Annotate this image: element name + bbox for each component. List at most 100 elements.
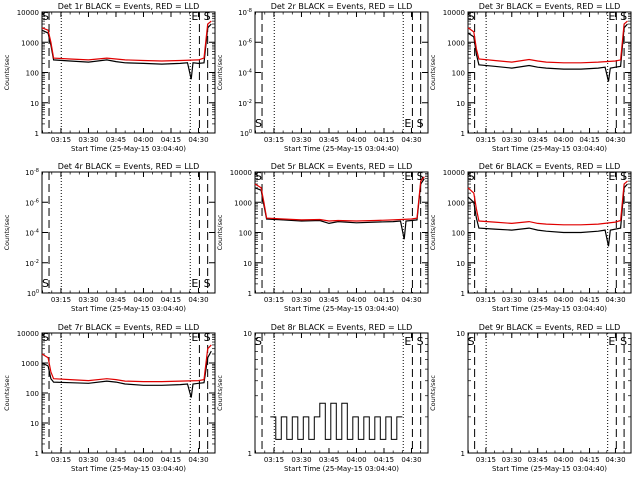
y-axis-label: Counts/sec <box>3 375 11 411</box>
y-tick-label: 1 <box>461 290 465 298</box>
x-tick-label: 04:30 <box>401 456 421 464</box>
x-tick-label: 04:30 <box>401 136 421 144</box>
x-axis-label: Start Time (25-May-15 03:04:40) <box>284 145 399 153</box>
marker-label-s: S <box>468 10 475 23</box>
x-axis-label: Start Time (25-May-15 03:04:40) <box>284 465 399 473</box>
plot-frame <box>254 11 429 134</box>
x-tick-label: 04:30 <box>188 136 208 144</box>
x-tick-label: 03:15 <box>264 136 284 144</box>
y-tick-label: 10 <box>30 420 39 428</box>
chart-title: Det 1r BLACK = Events, RED = LLD <box>58 2 200 11</box>
y-tick-label: 10-8 <box>238 8 252 17</box>
chart-title: Det 8r BLACK = Events, RED = LLD <box>271 323 413 332</box>
x-tick-label: 03:45 <box>528 136 548 144</box>
x-tick-label: 03:15 <box>51 136 71 144</box>
x-axis-label: Start Time (25-May-15 03:04:40) <box>71 465 186 473</box>
marker-label-s-end: S <box>417 335 424 348</box>
y-tick-label: 10-6 <box>25 198 39 207</box>
marker-label-e: E <box>404 117 411 130</box>
y-tick-label: 100 <box>26 70 39 78</box>
x-tick-label: 03:45 <box>106 456 126 464</box>
lld-series-line <box>41 20 212 62</box>
x-tick-label: 04:00 <box>554 456 574 464</box>
plot-frame <box>41 171 216 294</box>
y-axis-label: Counts/sec <box>216 375 224 411</box>
chart-title: Det 3r BLACK = Events, RED = LLD <box>479 2 621 11</box>
x-tick-label: 03:15 <box>476 136 496 144</box>
lld-series-line <box>254 176 425 222</box>
y-tick-label: 100 <box>26 390 39 398</box>
marker-label-s: S <box>42 10 49 23</box>
x-tick-label: 04:15 <box>161 296 181 304</box>
x-tick-label: 04:15 <box>579 296 599 304</box>
chart-title: Det 5r BLACK = Events, RED = LLD <box>271 162 413 171</box>
x-tick-label: 03:15 <box>264 456 284 464</box>
x-tick-label: 03:45 <box>319 296 339 304</box>
y-axis-label: Counts/sec <box>3 54 11 90</box>
y-tick-label: 10 <box>456 330 465 338</box>
marker-label-s-end: S <box>417 117 424 130</box>
y-tick-label: 1000 <box>234 199 252 207</box>
y-tick-label: 10 <box>243 330 252 338</box>
x-tick-label: 04:15 <box>374 136 394 144</box>
x-tick-label: 03:30 <box>502 136 522 144</box>
y-tick-label: 10 <box>243 260 252 268</box>
lld-series-line <box>467 180 628 226</box>
y-tick-label: 10 <box>456 260 465 268</box>
chart-title: Det 9r BLACK = Events, RED = LLD <box>479 323 621 332</box>
x-tick-label: 03:45 <box>528 296 548 304</box>
marker-label-s-end: S <box>204 277 211 290</box>
marker-label-s-end: S <box>204 331 211 344</box>
y-tick-label: 1 <box>35 130 39 138</box>
y-tick-label: 1 <box>461 450 465 458</box>
x-tick-label: 04:15 <box>161 456 181 464</box>
y-tick-label: 10-4 <box>25 229 39 238</box>
y-tick-label: 10000 <box>230 169 252 177</box>
y-axis-label: Counts/sec <box>216 214 224 250</box>
x-tick-label: 04:30 <box>188 456 208 464</box>
y-tick-label: 10000 <box>17 330 39 338</box>
chart-title: Det 7r BLACK = Events, RED = LLD <box>58 323 200 332</box>
x-tick-label: 03:15 <box>51 296 71 304</box>
marker-label-s-end: S <box>620 335 627 348</box>
x-tick-label: 04:30 <box>605 136 625 144</box>
x-axis-label: Start Time (25-May-15 03:04:40) <box>71 305 186 313</box>
events-series-line <box>254 178 425 240</box>
y-tick-label: 1 <box>248 290 252 298</box>
x-tick-label: 04:00 <box>554 136 574 144</box>
chart-title: Det 2r BLACK = Events, RED = LLD <box>271 2 413 11</box>
x-tick-label: 03:30 <box>291 136 311 144</box>
y-tick-label: 100 <box>452 70 465 78</box>
chart-panel-3: Det 3r BLACK = Events, RED = LLD Counts/s… <box>429 2 632 153</box>
x-tick-label: 03:45 <box>106 136 126 144</box>
x-tick-label: 04:30 <box>605 296 625 304</box>
chart-panel-8: Det 8r BLACK = Events, RED = LLD Counts/s… <box>216 323 429 473</box>
x-tick-label: 04:15 <box>374 296 394 304</box>
y-tick-label: 10000 <box>443 9 465 17</box>
y-tick-label: 100 <box>27 289 39 298</box>
y-tick-label: 10-4 <box>238 69 252 78</box>
x-tick-label: 04:00 <box>346 456 366 464</box>
x-tick-label: 03:30 <box>78 456 98 464</box>
lld-series-line <box>467 20 628 64</box>
y-tick-label: 10 <box>30 100 39 108</box>
plot-frame <box>41 11 216 134</box>
y-tick-label: 1 <box>248 450 252 458</box>
marker-label-e: E <box>608 170 615 183</box>
x-tick-label: 04:15 <box>579 136 599 144</box>
events-series-line <box>270 402 403 440</box>
y-tick-label: 1000 <box>447 39 465 47</box>
x-tick-label: 04:30 <box>188 296 208 304</box>
marker-label-s: S <box>468 335 475 348</box>
y-tick-label: 10000 <box>443 169 465 177</box>
chart-panel-9: Det 9r BLACK = Events, RED = LLD Counts/s… <box>429 323 632 473</box>
y-tick-label: 100 <box>452 230 465 238</box>
events-series-line <box>467 183 628 247</box>
x-tick-label: 03:45 <box>319 136 339 144</box>
x-tick-label: 04:00 <box>133 136 153 144</box>
y-tick-label: 10 <box>456 100 465 108</box>
x-tick-label: 04:00 <box>133 456 153 464</box>
x-tick-label: 03:15 <box>264 296 284 304</box>
marker-label-e: E <box>191 10 198 23</box>
